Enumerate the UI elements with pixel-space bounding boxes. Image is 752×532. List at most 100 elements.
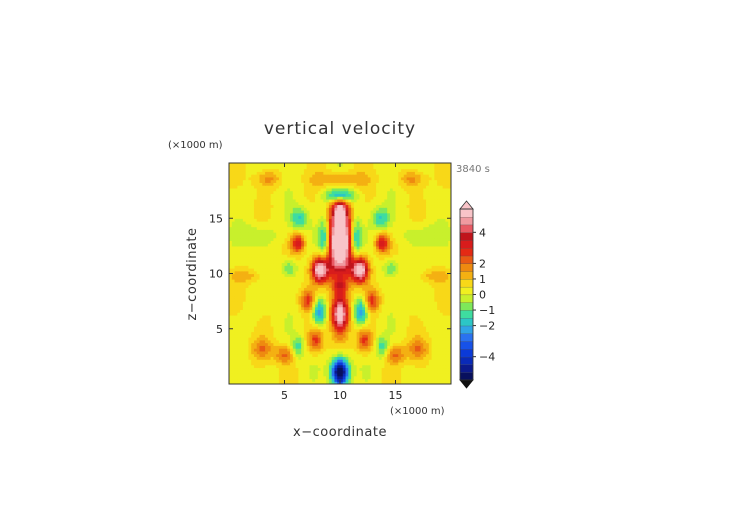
- field-cell: [290, 215, 294, 219]
- field-cell: [362, 259, 366, 264]
- field-cell: [262, 356, 266, 360]
- field-cell: [348, 290, 352, 294]
- field-cell: [353, 364, 358, 369]
- field-cell: [259, 328, 263, 333]
- field-cell: [317, 367, 322, 371]
- field-cell: [439, 325, 444, 330]
- field-cell: [439, 292, 444, 297]
- field-cell: [437, 350, 441, 355]
- field-cell: [389, 218, 394, 222]
- field-cell: [251, 356, 255, 360]
- field-cell: [406, 292, 410, 297]
- field-cell: [445, 342, 449, 346]
- field-cell: [284, 243, 288, 247]
- field-cell: [281, 331, 286, 335]
- field-cell: [337, 314, 341, 319]
- field-cell: [414, 375, 419, 380]
- field-cell: [276, 364, 280, 369]
- field-cell: [337, 259, 341, 264]
- field-cell: [426, 276, 430, 280]
- field-cell: [265, 312, 269, 316]
- field-cell: [389, 328, 394, 333]
- field-cell: [287, 348, 291, 352]
- field-cell: [278, 265, 283, 269]
- field-cell: [448, 256, 451, 261]
- field-cell: [326, 273, 330, 277]
- field-cell: [398, 243, 402, 247]
- field-cell: [309, 381, 313, 384]
- field-cell: [414, 279, 419, 283]
- field-cell: [326, 353, 330, 357]
- field-cell: [290, 370, 294, 374]
- field-cell: [431, 259, 435, 264]
- field-cell: [431, 270, 435, 275]
- field-cell: [367, 350, 372, 355]
- field-cell: [312, 381, 316, 384]
- field-cell: [245, 251, 250, 255]
- field-cell: [281, 359, 286, 363]
- field-cell: [323, 342, 327, 346]
- field-cell: [278, 320, 283, 324]
- field-cell: [426, 279, 430, 283]
- field-cell: [381, 348, 385, 352]
- field-cell: [337, 251, 341, 255]
- field-cell: [331, 375, 336, 380]
- field-cell: [309, 301, 313, 305]
- field-cell: [251, 375, 255, 380]
- field-cell: [334, 364, 338, 369]
- field-cell: [290, 287, 294, 291]
- field-cell: [417, 342, 422, 346]
- field-cell: [331, 281, 336, 286]
- field-cell: [306, 334, 311, 338]
- field-cell: [290, 262, 294, 266]
- field-cell: [231, 292, 236, 297]
- field-cell: [312, 223, 316, 228]
- field-cell: [448, 381, 451, 384]
- field-cell: [376, 323, 380, 327]
- field-cell: [284, 303, 288, 308]
- field-cell: [345, 259, 349, 264]
- field-cell: [312, 262, 316, 266]
- field-cell: [437, 245, 441, 250]
- field-cell: [412, 248, 416, 252]
- field-cell: [442, 232, 447, 236]
- field-cell: [431, 323, 435, 327]
- field-cell: [395, 334, 399, 338]
- field-cell: [364, 325, 369, 330]
- field-cell: [362, 339, 366, 344]
- field-cell: [317, 265, 322, 269]
- field-cell: [267, 367, 272, 371]
- field-cell: [267, 237, 272, 241]
- field-cell: [298, 221, 302, 225]
- field-cell: [295, 372, 299, 377]
- field-cell: [292, 243, 297, 247]
- field-cell: [270, 378, 274, 382]
- field-cell: [378, 342, 383, 346]
- field-cell: [256, 254, 261, 258]
- field-cell: [256, 339, 261, 344]
- field-cell: [281, 323, 286, 327]
- field-cell: [317, 279, 322, 283]
- field-cell: [303, 303, 308, 308]
- field-cell: [320, 215, 324, 219]
- field-cell: [439, 370, 444, 374]
- field-cell: [428, 320, 433, 324]
- field-cell: [439, 317, 444, 322]
- field-cell: [370, 284, 374, 288]
- field-cell: [323, 218, 327, 222]
- field-cell: [340, 334, 344, 338]
- field-cell: [273, 292, 277, 297]
- field-cell: [384, 265, 388, 269]
- field-cell: [412, 270, 416, 275]
- field-cell: [423, 223, 427, 228]
- field-cell: [309, 267, 313, 272]
- field-cell: [276, 218, 280, 222]
- field-cell: [376, 348, 380, 352]
- field-cell: [298, 251, 302, 255]
- field-cell: [240, 295, 244, 299]
- field-cell: [387, 375, 391, 380]
- field-cell: [342, 328, 347, 333]
- field-cell: [234, 254, 238, 258]
- field-cell: [345, 339, 349, 344]
- field-cell: [301, 328, 305, 333]
